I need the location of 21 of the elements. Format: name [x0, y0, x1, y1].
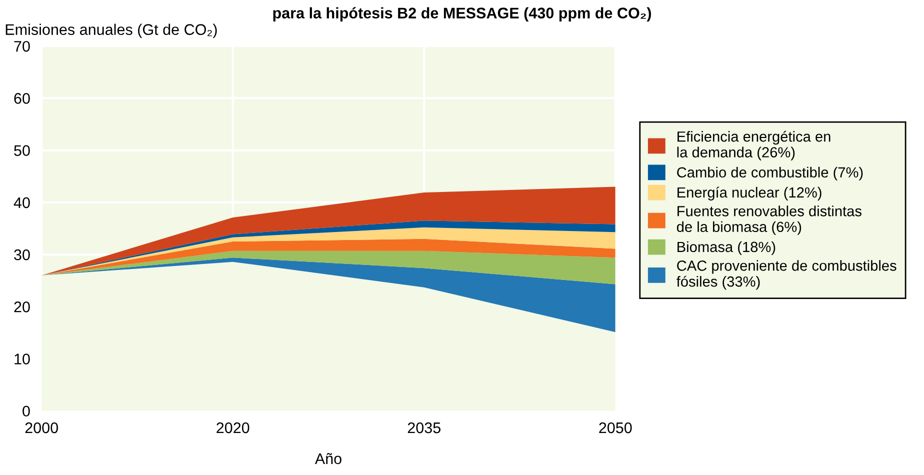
x-tick-label: 2020 [216, 422, 250, 434]
x-tick-label: 2000 [25, 422, 58, 434]
x-tick-label: 2050 [599, 422, 632, 434]
legend-label: CAC proveniente de combustibles fósiles (33%) [676, 260, 896, 290]
chart-title: para la hipótesis B2 de MESSAGE (430 ppm de CO₂) [273, 7, 651, 22]
y-tick-label: 50 [14, 145, 30, 156]
y-tick-label: 30 [14, 249, 30, 260]
legend-label: Cambio de combustible (7%) [677, 166, 863, 180]
y-tick-label: 60 [14, 93, 30, 104]
y-axis-title: Emisiones anuales (Gt de CO₂) [6, 24, 217, 38]
y-tick-label: 10 [14, 354, 30, 364]
y-tick-label: 70 [14, 40, 30, 52]
x-tick-label: 2035 [408, 422, 440, 434]
x-axis-title: Año [314, 453, 342, 464]
legend-label: Fuentes renovables distintas de la biomasa (6%) [676, 206, 862, 235]
legend-label: Energía nuclear (12%) [678, 186, 822, 201]
legend-label: Eficiencia energética en la demanda (26%) [677, 130, 830, 160]
legend-label: Biomasa (18%) [678, 241, 776, 255]
y-tick-label: 20 [14, 302, 30, 312]
y-tick-label: 0 [22, 406, 30, 417]
y-tick-label: 40 [14, 197, 30, 208]
